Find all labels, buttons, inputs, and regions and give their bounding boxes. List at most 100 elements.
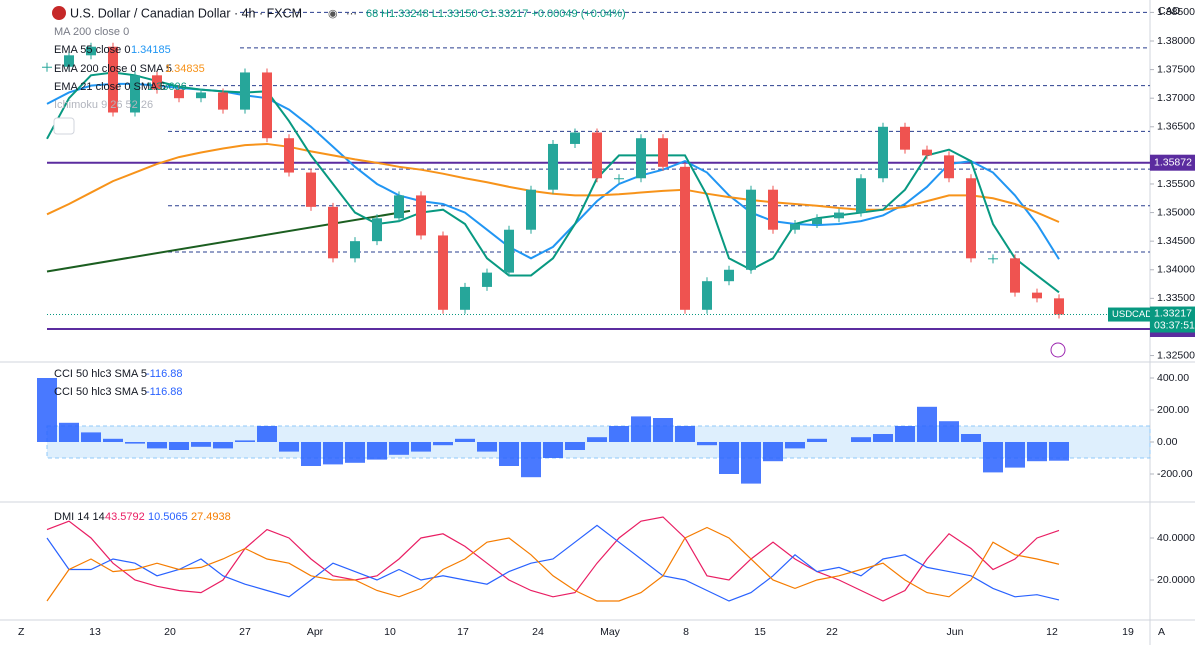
cci-bar	[983, 442, 1003, 473]
y-tick-label: -200.00	[1157, 468, 1193, 480]
x-tick-label: 24	[532, 626, 544, 638]
last-price-label: 1.33217	[1154, 307, 1192, 319]
candle	[86, 46, 96, 56]
cci-bar	[565, 442, 585, 450]
y-tick-label: 200.00	[1157, 404, 1189, 416]
candle	[174, 89, 184, 99]
candle	[240, 72, 250, 110]
candle	[548, 143, 558, 190]
cci-bar	[1005, 442, 1025, 468]
x-tick-label: 12	[1046, 626, 1058, 638]
legend-ema21: EMA 21 close 0 SMA 5	[54, 81, 166, 93]
candle	[900, 126, 910, 150]
cci-bar	[235, 440, 255, 442]
cci-bar	[37, 378, 57, 442]
currency-label[interactable]: CAD	[1158, 5, 1181, 17]
cci-bar	[785, 442, 805, 449]
candle	[856, 178, 866, 213]
candle	[416, 195, 426, 236]
y-tick-label: 1.38000	[1157, 35, 1195, 47]
candle	[944, 155, 954, 179]
cci-bar	[675, 426, 695, 442]
y-tick-label: 1.37500	[1157, 63, 1195, 75]
symbol-title: U.S. Dollar / Canadian Dollar · 4h · FXC…	[70, 6, 302, 20]
overlay: U.S. Dollar / Canadian Dollar · 4h · FXC…	[18, 5, 1195, 638]
cci-bar	[323, 442, 343, 465]
x-tick-label: 19	[1122, 626, 1134, 638]
cci-bar	[301, 442, 321, 466]
dmi-line	[46, 516, 1060, 602]
x-tick-label: 20	[164, 626, 176, 638]
open-fragment: 68	[366, 8, 378, 20]
cci-bar	[257, 426, 277, 442]
cci-bar	[895, 426, 915, 442]
cci-bar	[961, 434, 981, 442]
dmi-legend-value: 27.4938	[191, 511, 231, 523]
dmi-legend-value: 10.5065	[148, 511, 188, 523]
cci-bar	[719, 442, 739, 474]
candle	[306, 172, 316, 207]
candle	[262, 72, 272, 139]
candle	[1054, 298, 1064, 315]
candle	[988, 258, 998, 260]
candle	[526, 189, 536, 230]
candle	[460, 286, 470, 310]
y-tick-label: 1.36500	[1157, 121, 1195, 133]
ohlc-values: H1.33248 L1.33150 C1.33217 +0.00049 (+0.…	[381, 8, 626, 20]
x-tick-label: 8	[683, 626, 689, 638]
cci-bar	[213, 442, 233, 449]
cci-bar	[125, 442, 145, 444]
candle	[394, 195, 404, 219]
candle	[196, 92, 206, 99]
candle	[1032, 292, 1042, 299]
dmi-line	[46, 524, 1060, 602]
eye-icon[interactable]: ◉	[328, 8, 338, 20]
cci-legend-value: -116.88	[146, 386, 183, 398]
cci-bar	[653, 418, 673, 442]
cci-bar	[345, 442, 365, 463]
symbol-icon	[52, 6, 66, 20]
auto-scale[interactable]: A	[1158, 626, 1165, 638]
candle	[570, 132, 580, 144]
candle	[658, 138, 668, 167]
cci-bar	[1049, 442, 1069, 461]
candle	[1010, 258, 1020, 293]
trendline	[46, 209, 411, 273]
cci-bar	[59, 422, 79, 442]
candle	[218, 92, 228, 110]
y-tick-label: 1.34500	[1157, 235, 1195, 247]
candle	[42, 66, 52, 68]
y-tick-label: 1.35000	[1157, 206, 1195, 218]
y-tick-label: 40.0000	[1157, 532, 1195, 544]
cci-bar	[1027, 442, 1047, 462]
candle	[636, 138, 646, 179]
candle	[130, 75, 140, 113]
x-tick-label: 13	[89, 626, 101, 638]
cci-legend-value: -116.88	[146, 368, 183, 380]
y-tick-label: 1.33500	[1157, 292, 1195, 304]
more-icon[interactable]: ⋯	[346, 8, 357, 20]
y-tick-label: 1.37000	[1157, 92, 1195, 104]
y-tick-label: 1.35500	[1157, 178, 1195, 190]
candle	[922, 149, 932, 156]
x-tick-label: Jun	[947, 626, 964, 638]
candle	[284, 138, 294, 173]
cci-bar	[477, 442, 497, 452]
cci-bar	[939, 421, 959, 442]
cci-legend: CCI 50 hlc3 SMA 5	[54, 386, 147, 398]
symbol-tag-label: USDCAD	[1112, 309, 1152, 320]
x-tick-label: Apr	[307, 626, 324, 638]
dmi-line	[46, 526, 1060, 602]
candle	[108, 46, 118, 113]
y-tick-label: 20.0000	[1157, 574, 1195, 586]
cci-bar	[631, 416, 651, 442]
collapse-button[interactable]	[53, 117, 75, 135]
cci-bar	[169, 442, 189, 450]
legend-ema21-value: 1.33606	[147, 81, 187, 93]
alert-icon[interactable]	[1050, 342, 1066, 358]
cci-bar	[147, 442, 167, 449]
cci-bar	[455, 438, 475, 442]
timezone-icon[interactable]: Z	[18, 626, 25, 638]
candle	[768, 189, 778, 230]
